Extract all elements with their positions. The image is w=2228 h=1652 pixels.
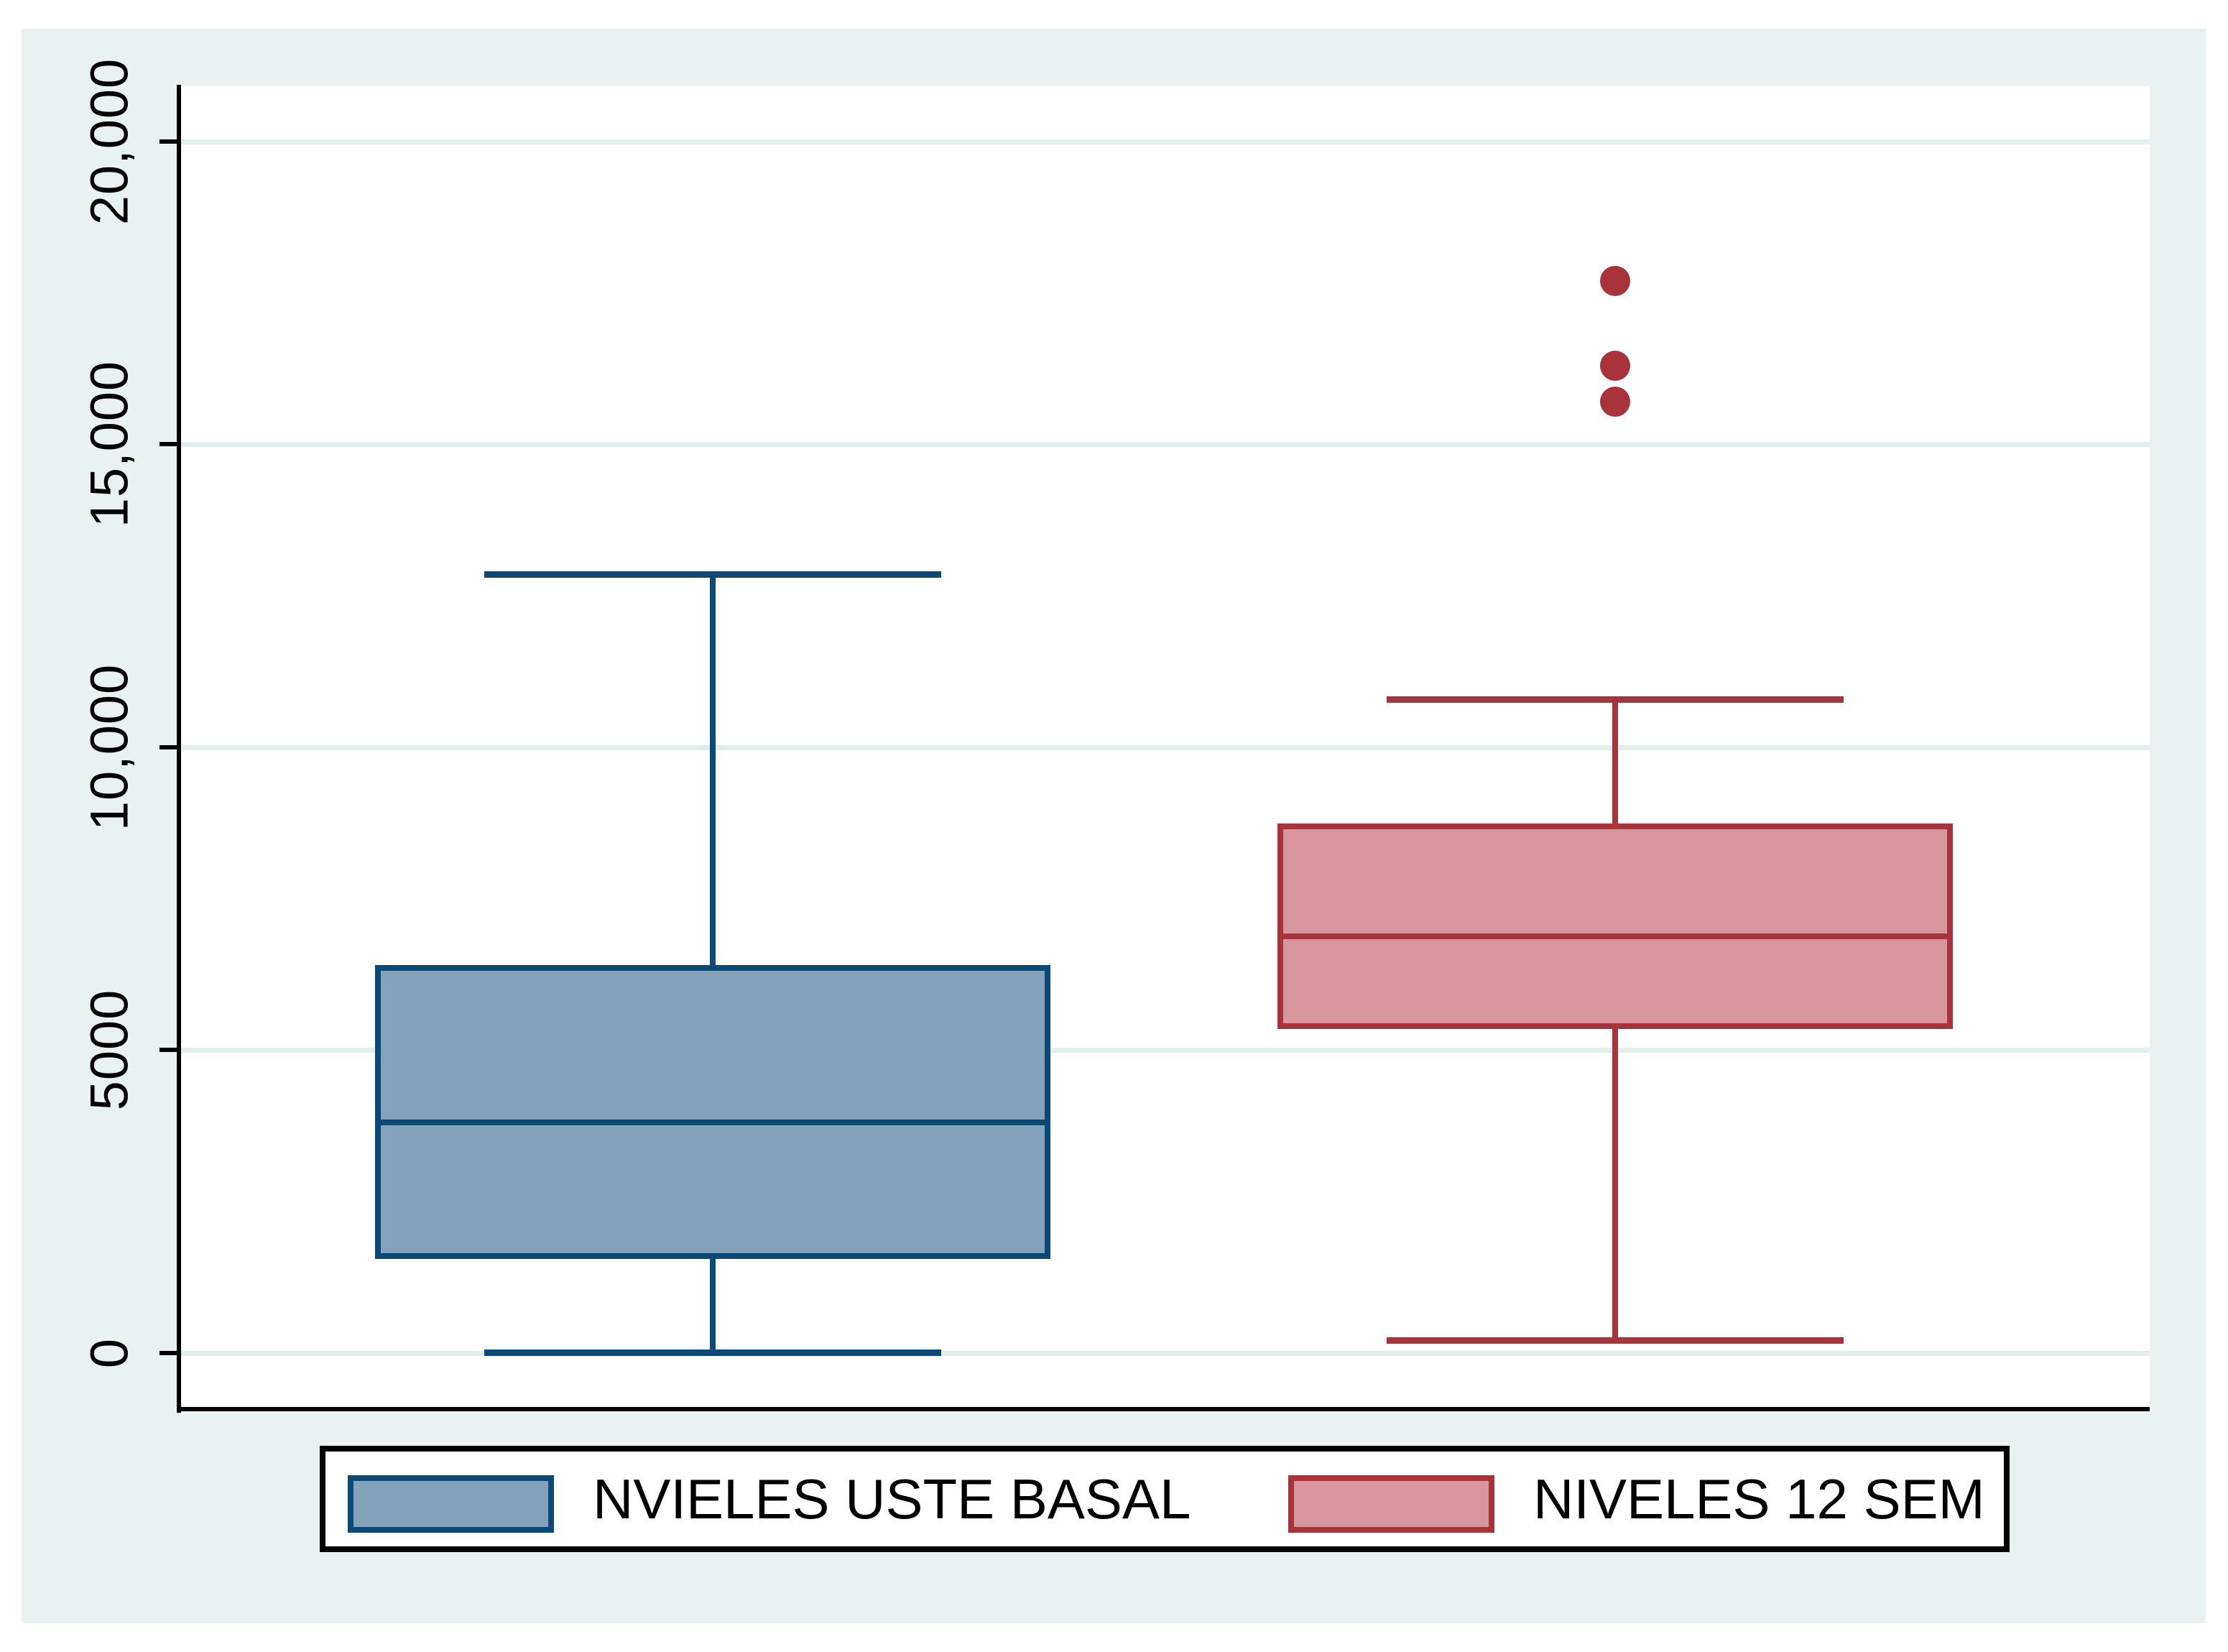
y-tick-label: 20,000 (79, 57, 139, 226)
12sem-upper-whisker-cap (1387, 696, 1844, 703)
y-gridline (181, 1350, 2150, 1356)
basal-lower-whisker-cap (484, 1349, 941, 1356)
y-gridline (181, 744, 2150, 750)
y-gridline (181, 1048, 2150, 1053)
12sem-upper-whisker (1612, 699, 1618, 823)
12sem-outlier-dot (1600, 387, 1630, 417)
basal-iqr-box (375, 965, 1050, 1259)
12sem-lower-whisker-cap (1387, 1337, 1844, 1344)
y-tick-mark (160, 1350, 181, 1355)
legend: NVIELES USTE BASAL NIVELES 12 SEM (320, 1446, 2010, 1552)
legend-swatch-basal (348, 1475, 554, 1533)
12sem-outlier-dot (1600, 350, 1630, 381)
12sem-outlier-dot (1600, 265, 1630, 296)
legend-swatch-12sem (1288, 1475, 1494, 1533)
y-tick-label: 5000 (79, 989, 139, 1111)
y-gridline (181, 442, 2150, 448)
12sem-median-line (1277, 933, 1953, 939)
basal-upper-whisker (710, 574, 716, 966)
x-axis-line (177, 1407, 2150, 1411)
basal-upper-whisker-cap (484, 571, 941, 578)
legend-label-basal: NVIELES USTE BASAL (593, 1467, 1191, 1531)
y-tick-label: 0 (79, 1337, 139, 1368)
12sem-iqr-box (1277, 823, 1953, 1029)
y-tick-label: 15,000 (79, 361, 139, 528)
basal-median-line (375, 1120, 1050, 1126)
y-tick-mark (160, 139, 181, 144)
y-tick-label: 10,000 (79, 663, 139, 831)
basal-lower-whisker (710, 1258, 716, 1353)
12sem-lower-whisker (1612, 1028, 1618, 1341)
legend-label-12sem: NIVELES 12 SEM (1533, 1467, 1985, 1531)
y-tick-mark (160, 744, 181, 749)
y-tick-mark (160, 1048, 181, 1053)
y-tick-mark (160, 442, 181, 447)
y-gridline (181, 139, 2150, 144)
y-axis-line (177, 85, 181, 1413)
